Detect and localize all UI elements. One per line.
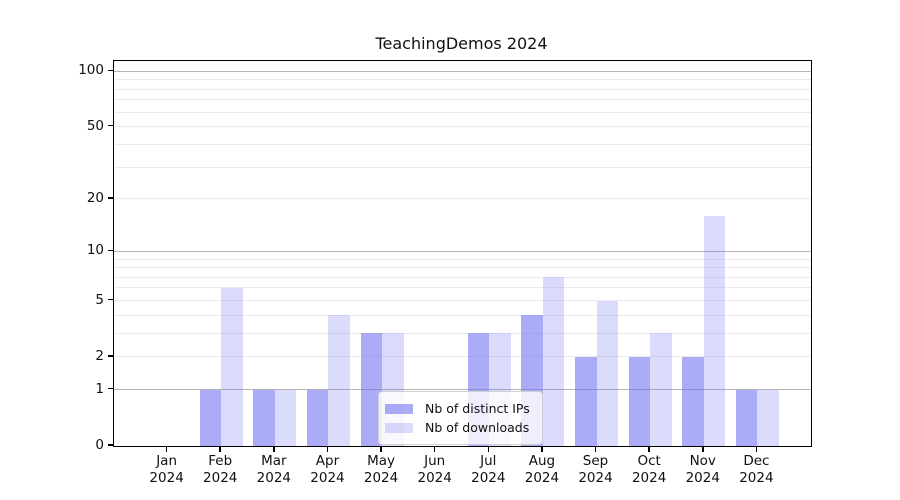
bar-distinct-ips-nov bbox=[682, 356, 704, 446]
y-tick-label-2: 2 bbox=[95, 347, 104, 364]
x-tick-label-oct: Oct 2024 bbox=[631, 453, 667, 486]
x-tick-label-apr: Apr 2024 bbox=[310, 453, 345, 486]
x-tick-oct bbox=[648, 446, 650, 452]
gridline-minor bbox=[114, 332, 811, 334]
gridline-minor bbox=[114, 276, 811, 278]
gridline-minor bbox=[114, 267, 811, 269]
gridline-minor bbox=[114, 300, 811, 301]
bar-downloads-feb bbox=[221, 287, 243, 446]
x-tick-sep bbox=[594, 446, 597, 452]
x-tick-label-nov: Nov 2024 bbox=[685, 453, 720, 486]
gridline-major bbox=[114, 250, 811, 252]
y-tick-10 bbox=[108, 249, 113, 252]
y-tick-100 bbox=[108, 69, 113, 71]
gridline-minor bbox=[114, 111, 811, 113]
y-tick-label-10: 10 bbox=[86, 242, 104, 259]
bar-downloads-apr bbox=[328, 315, 350, 446]
x-tick-label-jun: Jun 2024 bbox=[417, 453, 452, 486]
x-tick-feb bbox=[219, 446, 221, 452]
gridline-minor bbox=[114, 198, 811, 200]
x-tick-jun bbox=[433, 446, 436, 452]
y-tick-5 bbox=[108, 298, 113, 301]
bar-downloads-dec bbox=[757, 389, 779, 446]
x-tick-label-sep: Sep 2024 bbox=[578, 453, 613, 486]
legend-entry-distinct-ips: Nb of distinct IPs bbox=[385, 399, 530, 418]
legend: Nb of distinct IPs Nb of downloads bbox=[378, 391, 543, 445]
gridline-minor bbox=[114, 258, 811, 260]
legend-swatch-downloads-icon bbox=[385, 422, 413, 433]
x-tick-aug bbox=[541, 446, 543, 452]
bar-distinct-ips-may bbox=[360, 333, 383, 446]
y-tick-50 bbox=[108, 124, 113, 127]
y-tick-label-1: 1 bbox=[95, 380, 104, 397]
y-tick-0 bbox=[108, 444, 113, 446]
x-tick-label-jan: Jan 2024 bbox=[149, 453, 184, 486]
gridline-major bbox=[114, 389, 811, 391]
gridline-minor bbox=[114, 99, 811, 101]
x-tick-label-feb: Feb 2024 bbox=[203, 453, 238, 486]
x-tick-jul bbox=[487, 446, 490, 452]
y-tick-2 bbox=[108, 355, 113, 357]
y-tick-label-50: 50 bbox=[86, 117, 104, 134]
y-tick-1 bbox=[108, 387, 113, 390]
y-tick-label-0: 0 bbox=[95, 437, 104, 453]
bar-distinct-ips-sep bbox=[575, 356, 597, 446]
legend-label-distinct-ips: Nb of distinct IPs bbox=[425, 401, 530, 416]
gridline-minor bbox=[114, 88, 811, 90]
bar-distinct-ips-oct bbox=[628, 356, 651, 446]
y-tick-20 bbox=[108, 197, 113, 199]
gridline-minor bbox=[114, 287, 811, 289]
gridline-minor bbox=[114, 143, 811, 145]
gridline-minor bbox=[114, 314, 811, 316]
plot-area bbox=[113, 60, 812, 447]
y-tick-label-5: 5 bbox=[95, 291, 104, 308]
x-tick-mar bbox=[273, 446, 275, 452]
x-tick-label-may: May 2024 bbox=[363, 453, 399, 486]
gridline-minor bbox=[114, 166, 811, 168]
bar-downloads-aug bbox=[542, 277, 565, 446]
legend-entry-downloads: Nb of downloads bbox=[385, 418, 530, 437]
gridline-minor bbox=[114, 126, 811, 128]
bar-downloads-sep bbox=[596, 300, 619, 446]
bar-distinct-ips-feb bbox=[199, 389, 222, 446]
x-tick-label-mar: Mar 2024 bbox=[256, 453, 292, 486]
bar-distinct-ips-apr bbox=[306, 389, 329, 446]
legend-label-downloads: Nb of downloads bbox=[425, 420, 530, 435]
x-tick-label-aug: Aug 2024 bbox=[524, 453, 560, 486]
bar-downloads-mar bbox=[274, 389, 297, 446]
x-tick-nov bbox=[702, 446, 704, 452]
gridline-major bbox=[114, 70, 811, 72]
x-tick-may bbox=[380, 446, 382, 452]
gridline-minor bbox=[114, 79, 811, 81]
bar-distinct-ips-mar bbox=[253, 389, 275, 446]
bar-downloads-oct bbox=[650, 333, 672, 446]
legend-swatch-distinct-ips-icon bbox=[385, 403, 413, 414]
chart-title: TeachingDemos 2024 bbox=[375, 34, 548, 53]
x-tick-jan bbox=[165, 446, 168, 452]
x-tick-label-dec: Dec 2024 bbox=[739, 453, 774, 486]
y-tick-label-100: 100 bbox=[78, 62, 104, 79]
bar-downloads-nov bbox=[703, 215, 726, 446]
x-tick-apr bbox=[326, 446, 329, 452]
x-tick-dec bbox=[755, 446, 758, 452]
bar-distinct-ips-dec bbox=[735, 389, 758, 446]
gridline-minor bbox=[114, 356, 811, 358]
x-tick-label-jul: Jul 2024 bbox=[471, 453, 506, 486]
y-tick-label-20: 20 bbox=[86, 189, 104, 206]
